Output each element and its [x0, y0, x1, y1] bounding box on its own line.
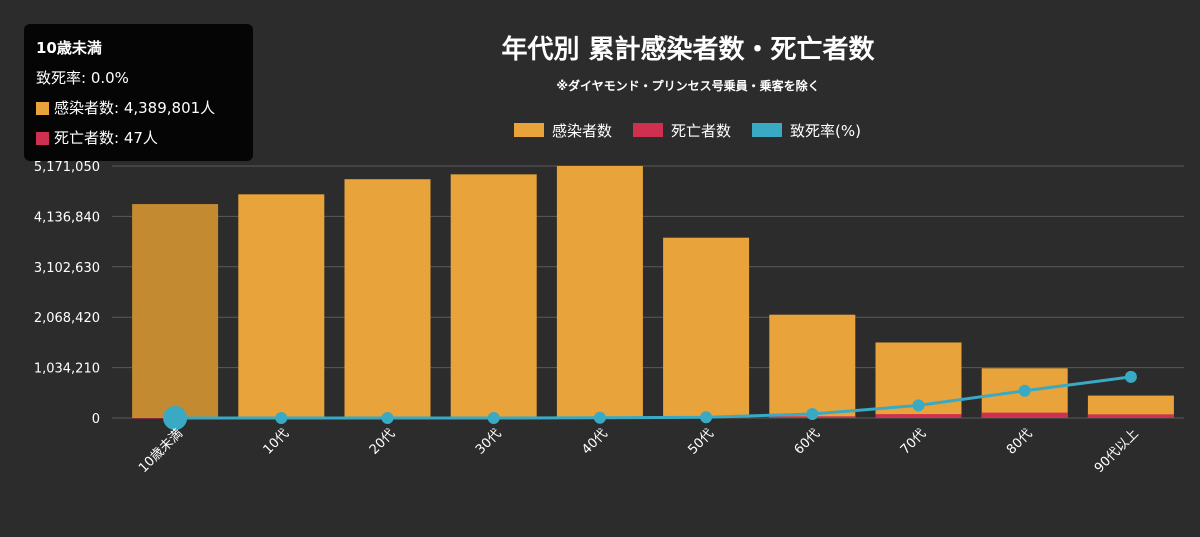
- bar-infected[interactable]: [663, 237, 750, 418]
- x-tick-label: 30代: [473, 426, 504, 457]
- fatality-point[interactable]: [1124, 370, 1137, 383]
- x-tick-label: 80代: [1004, 426, 1035, 457]
- y-tick-label: 4,136,840: [34, 210, 100, 225]
- x-tick-label: 70代: [898, 426, 929, 457]
- legend-swatch-fatality[interactable]: [752, 123, 782, 137]
- tooltip-deaths: 死亡者数: 47人: [54, 129, 158, 147]
- x-tick-label: 90代以上: [1092, 426, 1142, 476]
- bar-infected[interactable]: [238, 194, 325, 418]
- bar-infected[interactable]: [450, 174, 537, 418]
- x-tick-label: 20代: [367, 426, 398, 457]
- bar-infected[interactable]: [132, 204, 219, 418]
- x-tick-label: 10歳未満: [136, 426, 186, 476]
- fatality-line-path: [175, 375, 1132, 420]
- fatality-point[interactable]: [1018, 384, 1031, 397]
- bar-infected[interactable]: [1087, 395, 1174, 418]
- fatality-point[interactable]: [700, 411, 713, 424]
- chart-subtitle: ※ダイヤモンド・プリンセス号乗員・乗客を除く: [556, 78, 819, 93]
- legend-swatch-deaths[interactable]: [633, 123, 663, 137]
- chart-legend: 感染者数 死亡者数 致死率(%): [514, 122, 861, 140]
- tooltip-title: 10歳未満: [36, 39, 102, 57]
- legend-label-deaths[interactable]: 死亡者数: [671, 122, 731, 140]
- y-tick-label: 3,102,630: [34, 261, 100, 276]
- y-axis: 0 1,034,210 2,068,420 3,102,630 4,136,840 5,1…: [34, 160, 100, 427]
- x-tick-label: 10代: [261, 426, 292, 457]
- x-axis: 10歳未満 10代 20代 30代 40代 50代 60代 70代 80代 90代以上: [136, 426, 1142, 476]
- tooltip-infected: 感染者数: 4,389,801人: [54, 99, 216, 117]
- bar-infected[interactable]: [344, 179, 431, 418]
- fatality-point[interactable]: [487, 412, 500, 424]
- tooltip-infected-swatch: [36, 101, 49, 115]
- x-tick-label: 40代: [579, 426, 610, 457]
- fatality-point[interactable]: [381, 412, 394, 424]
- fatality-point[interactable]: [806, 407, 819, 420]
- y-tick-label: 1,034,210: [34, 362, 100, 377]
- y-tick-label: 0: [92, 412, 100, 427]
- chart-tooltip: 10歳未満 致死率: 0.0% 感染者数: 4,389,801人 死亡者数: 4…: [24, 24, 253, 161]
- tooltip-fatality: 致死率: 0.0%: [36, 69, 129, 87]
- bar-infected[interactable]: [769, 314, 856, 418]
- bar-deaths[interactable]: [981, 412, 1068, 418]
- chart-title: 年代別 累計感染者数・死亡者数: [501, 34, 875, 65]
- bars-infected: [132, 166, 1174, 418]
- x-tick-label: 60代: [792, 426, 823, 457]
- fatality-point[interactable]: [912, 399, 925, 412]
- x-tick-label: 50代: [685, 426, 716, 457]
- bar-infected[interactable]: [556, 166, 643, 418]
- legend-swatch-infected[interactable]: [514, 123, 544, 137]
- bar-deaths[interactable]: [875, 414, 962, 418]
- y-tick-label: 2,068,420: [34, 311, 100, 326]
- legend-label-infected[interactable]: 感染者数: [552, 122, 612, 140]
- legend-label-fatality[interactable]: 致死率(%): [790, 122, 861, 140]
- tooltip-deaths-swatch: [36, 131, 49, 145]
- tooltip-deaths-row: 死亡者数: 47人: [36, 128, 241, 148]
- tooltip-infected-row: 感染者数: 4,389,801人: [36, 98, 241, 118]
- y-tick-label: 5,171,050: [34, 160, 100, 175]
- fatality-point[interactable]: [275, 412, 288, 424]
- fatality-point[interactable]: [163, 406, 188, 430]
- fatality-point[interactable]: [593, 411, 606, 424]
- fatality-line: [163, 370, 1137, 430]
- bar-deaths[interactable]: [1087, 414, 1174, 418]
